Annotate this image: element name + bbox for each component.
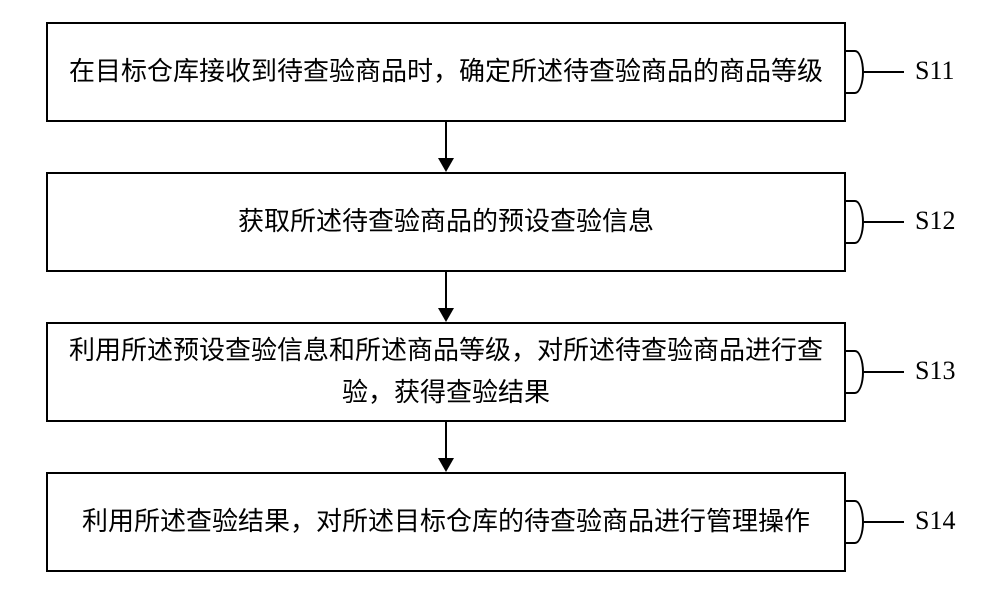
arrow-head-2 xyxy=(438,308,454,322)
step-text-s12: 获取所述待查验商品的预设查验信息 xyxy=(238,201,654,243)
arrow-shaft-1 xyxy=(445,122,447,158)
step-text-s13: 利用所述预设查验信息和所述商品等级，对所述待查验商品进行查验，获得查验结果 xyxy=(68,330,824,413)
step-box-s13: 利用所述预设查验信息和所述商品等级，对所述待查验商品进行查验，获得查验结果 xyxy=(46,322,846,422)
label-tail-s14 xyxy=(864,521,904,523)
label-connector-s12 xyxy=(846,200,864,244)
label-tail-s13 xyxy=(864,371,904,373)
step-box-s14: 利用所述查验结果，对所述目标仓库的待查验商品进行管理操作 xyxy=(46,472,846,572)
arrow-head-3 xyxy=(438,458,454,472)
step-text-s14: 利用所述查验结果，对所述目标仓库的待查验商品进行管理操作 xyxy=(82,501,810,543)
step-text-s11: 在目标仓库接收到待查验商品时，确定所述待查验商品的商品等级 xyxy=(69,51,823,93)
arrow-shaft-2 xyxy=(445,272,447,308)
label-connector-s13 xyxy=(846,350,864,394)
label-connector-s11 xyxy=(846,50,864,94)
step-label-s12: S12 xyxy=(915,206,955,236)
step-label-s11: S11 xyxy=(915,56,955,86)
label-tail-s11 xyxy=(864,71,904,73)
flowchart-canvas: 在目标仓库接收到待查验商品时，确定所述待查验商品的商品等级 S11 获取所述待查… xyxy=(0,0,1000,597)
step-box-s12: 获取所述待查验商品的预设查验信息 xyxy=(46,172,846,272)
arrow-shaft-3 xyxy=(445,422,447,458)
step-label-s13: S13 xyxy=(915,356,955,386)
step-label-s14: S14 xyxy=(915,506,955,536)
step-box-s11: 在目标仓库接收到待查验商品时，确定所述待查验商品的商品等级 xyxy=(46,22,846,122)
arrow-head-1 xyxy=(438,158,454,172)
label-connector-s14 xyxy=(846,500,864,544)
label-tail-s12 xyxy=(864,221,904,223)
